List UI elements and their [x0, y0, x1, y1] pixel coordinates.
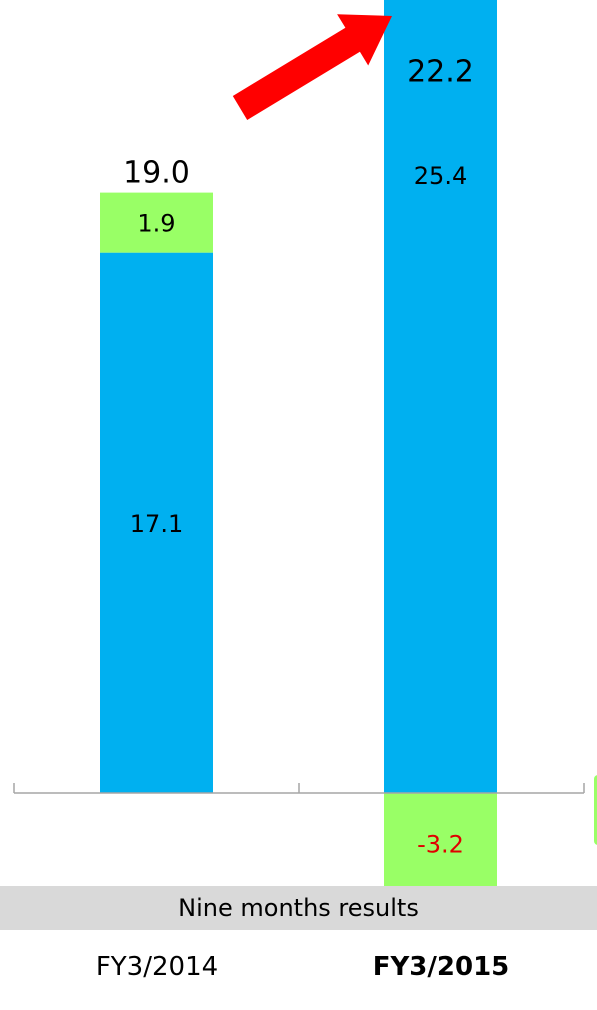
- bar-segment-blue-1: [384, 0, 497, 794]
- segment-label-1-0: 1.9: [137, 210, 175, 238]
- total-label-0: 19.0: [123, 156, 190, 191]
- increase-arrow-icon: [232, 14, 392, 121]
- bar-segment-green-1: [384, 793, 497, 895]
- period-label: Nine months results: [178, 894, 419, 922]
- total-label-1: 22.2: [407, 54, 474, 89]
- segment-label-0-1: 25.4: [414, 162, 467, 190]
- category-label-fy2015: FY3/2015: [372, 952, 510, 982]
- category-label-fy2014: FY3/2014: [95, 952, 219, 982]
- period-band: Nine months results: [0, 886, 597, 930]
- bar-segment-green-0: [100, 192, 213, 253]
- segment-label-1-1: -3.2: [417, 831, 464, 859]
- offscreen-green-marker: [594, 775, 597, 845]
- bar-segment-blue-0: [100, 252, 213, 793]
- segment-label-0-0: 17.1: [130, 510, 183, 538]
